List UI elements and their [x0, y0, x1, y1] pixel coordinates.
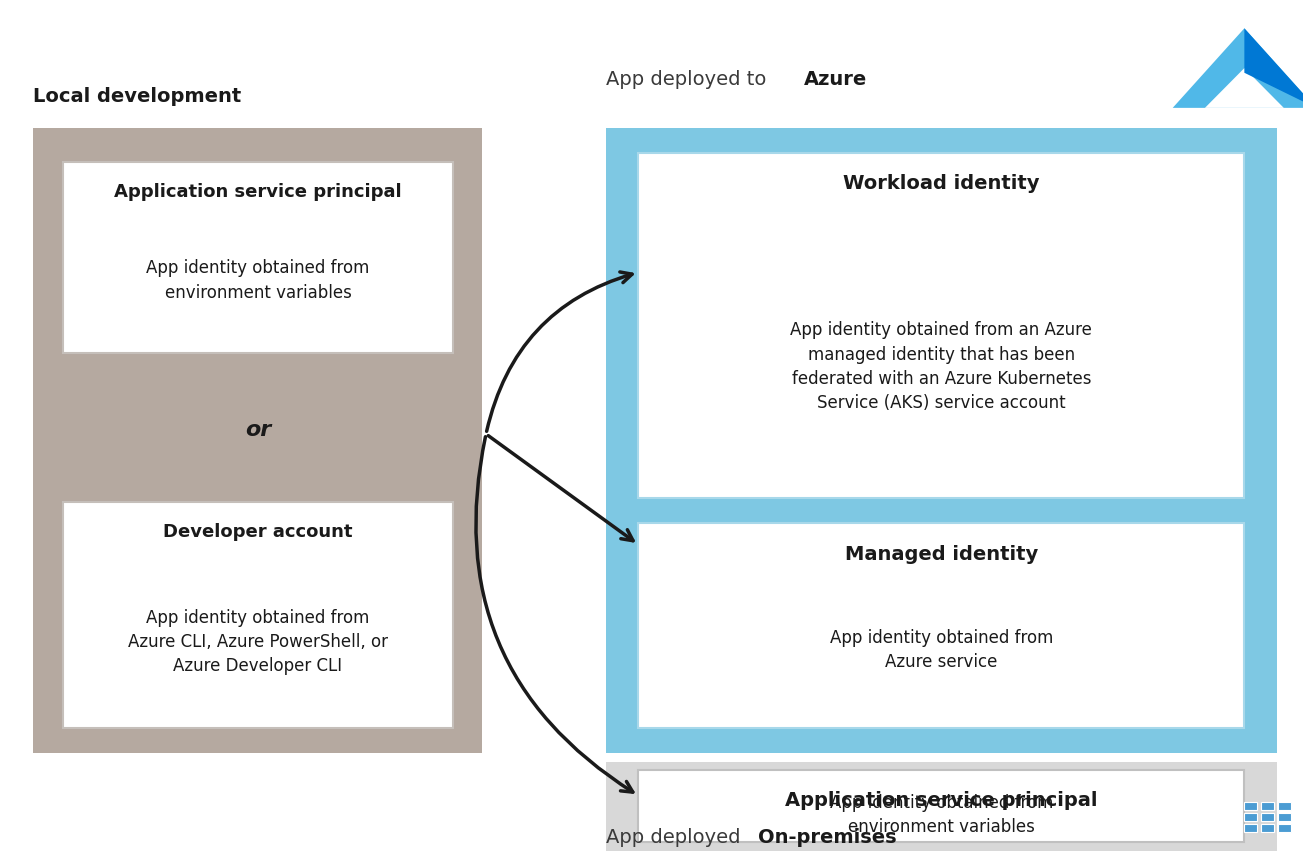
Bar: [1261, 824, 1274, 832]
Polygon shape: [1173, 28, 1303, 108]
Text: App identity obtained from
Azure CLI, Azure PowerShell, or
Azure Developer CLI: App identity obtained from Azure CLI, Az…: [128, 608, 388, 675]
Text: Developer account: Developer account: [163, 523, 353, 541]
Bar: [1278, 813, 1291, 821]
Text: Application service principal: Application service principal: [115, 183, 401, 201]
Text: On-premises: On-premises: [758, 828, 896, 847]
Bar: [1244, 813, 1257, 821]
Text: App identity obtained from an Azure
managed identity that has been
federated wit: App identity obtained from an Azure mana…: [791, 322, 1092, 413]
Bar: [1244, 824, 1257, 832]
Polygon shape: [1244, 28, 1303, 108]
FancyBboxPatch shape: [63, 502, 453, 728]
Text: Azure: Azure: [804, 71, 868, 89]
Bar: [1278, 824, 1291, 832]
Bar: [1261, 802, 1274, 810]
Text: App deployed to: App deployed to: [606, 71, 773, 89]
Text: Workload identity: Workload identity: [843, 174, 1040, 193]
FancyBboxPatch shape: [638, 770, 1244, 842]
Bar: [1244, 802, 1257, 810]
Text: or: or: [245, 420, 271, 440]
Text: Application service principal: Application service principal: [786, 791, 1097, 810]
FancyBboxPatch shape: [606, 128, 1277, 753]
FancyBboxPatch shape: [33, 128, 482, 753]
Text: App deployed: App deployed: [606, 828, 747, 847]
FancyBboxPatch shape: [638, 153, 1244, 498]
Bar: [1278, 802, 1291, 810]
Text: App identity obtained from
environment variables: App identity obtained from environment v…: [146, 260, 370, 301]
Text: App identity obtained from
Azure service: App identity obtained from Azure service: [830, 629, 1053, 671]
Text: App identity obtained from
environment variables: App identity obtained from environment v…: [830, 794, 1053, 837]
Bar: [1261, 813, 1274, 821]
FancyBboxPatch shape: [638, 523, 1244, 728]
Polygon shape: [1205, 68, 1283, 108]
FancyBboxPatch shape: [606, 762, 1277, 851]
Text: Local development: Local development: [33, 88, 241, 106]
FancyBboxPatch shape: [63, 162, 453, 353]
Text: Managed identity: Managed identity: [844, 545, 1038, 563]
